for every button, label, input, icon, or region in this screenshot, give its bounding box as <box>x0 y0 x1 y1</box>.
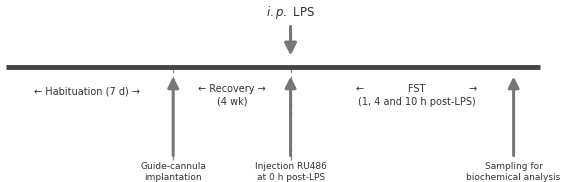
Text: $\it{i.p.}$ LPS: $\it{i.p.}$ LPS <box>266 4 315 21</box>
Text: Sampling for
biochemical analysis: Sampling for biochemical analysis <box>467 162 561 182</box>
Text: Guide-cannula
implantation: Guide-cannula implantation <box>140 162 206 182</box>
Text: ← Habituation (7 d) →: ← Habituation (7 d) → <box>34 87 140 97</box>
Text: ← Recovery →
(4 wk): ← Recovery → (4 wk) <box>198 84 266 107</box>
Text: ←              FST              →
(1, 4 and 10 h post-LPS): ← FST → (1, 4 and 10 h post-LPS) <box>356 84 477 107</box>
Text: Injection RU486
at 0 h post-LPS: Injection RU486 at 0 h post-LPS <box>255 162 326 182</box>
